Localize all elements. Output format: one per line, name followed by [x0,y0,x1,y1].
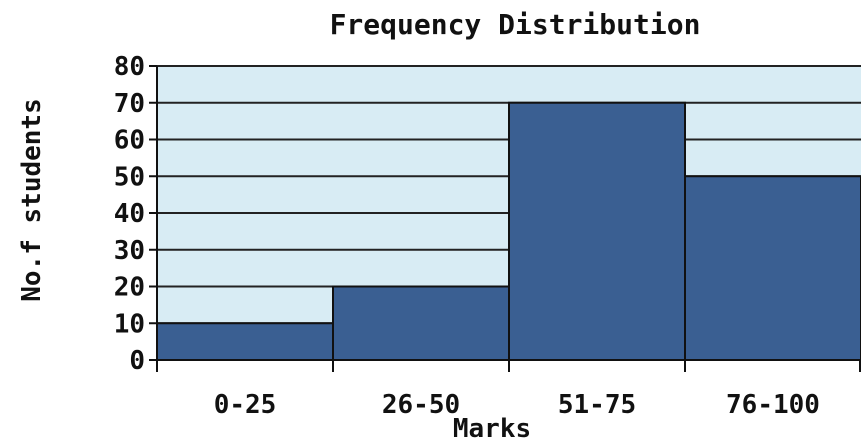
y-tick-label-10: 10 [114,309,145,339]
y-axis-label: No.f students [17,98,47,302]
y-tick-label-0: 0 [129,346,145,376]
y-tick-label-40: 40 [114,199,145,229]
axes [149,65,861,372]
bar-26-50 [332,285,510,361]
y-tick-label-20: 20 [114,273,145,303]
y-tick-labels: 0 10 20 30 40 50 60 70 80 [114,52,145,376]
bar-76-100 [684,175,861,361]
y-tick-label-80: 80 [114,52,145,82]
x-tick-labels: 0-25 26-50 51-75 76-100 [214,390,820,420]
bars [156,101,861,361]
chart-title: Frequency Distribution [330,8,701,41]
y-tick-label-70: 70 [114,89,145,119]
y-tick-label-60: 60 [114,126,145,156]
bar-0-25 [156,322,334,361]
x-tick-label-0-25: 0-25 [214,390,277,420]
y-tick-label-50: 50 [114,162,145,192]
x-tick-label-76-100: 76-100 [726,390,820,420]
y-tick-label-30: 30 [114,236,145,266]
x-axis-label: Marks [453,414,531,443]
x-tick-label-51-75: 51-75 [558,390,636,420]
bar-51-75 [508,101,686,361]
x-tick-label-26-50: 26-50 [382,390,460,420]
